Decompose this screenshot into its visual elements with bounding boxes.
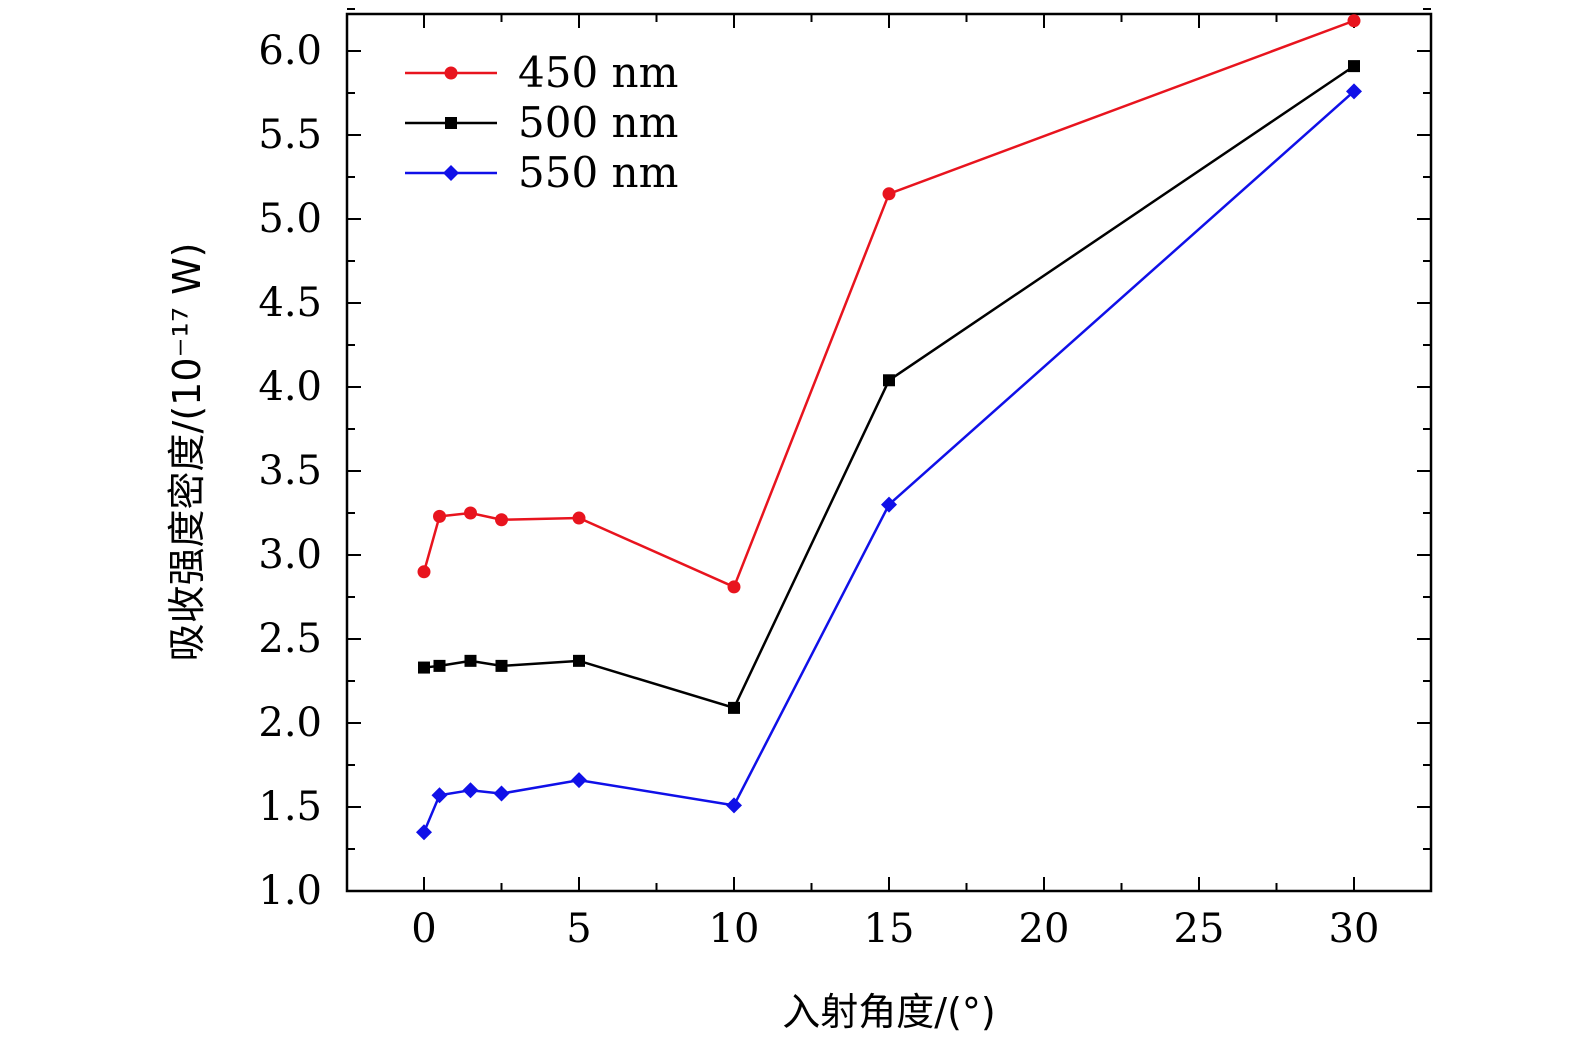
x-tick-label: 0: [411, 906, 436, 952]
y-tick-label: 3.0: [258, 532, 322, 578]
x-tick-label: 25: [1174, 906, 1225, 952]
data-point: [418, 661, 430, 674]
legend-label: 550 nm: [518, 148, 678, 197]
y-tick-label: 2.0: [258, 700, 322, 746]
x-tick-label: 10: [709, 906, 760, 952]
data-point: [1347, 14, 1361, 28]
data-point: [495, 513, 508, 527]
legend-marker: [445, 117, 457, 129]
data-point: [882, 187, 896, 201]
y-tick-label: 6.0: [258, 28, 322, 74]
x-tick-label: 20: [1019, 906, 1070, 952]
tick-marks: [347, 8, 1431, 892]
legend-marker: [444, 66, 458, 80]
y-tick-label: 3.5: [258, 448, 322, 494]
series-450-nm: [417, 14, 1361, 594]
tick-labels: 0 5 10 15 20 25 30 1.0 1.5 2.0 2.5 3.0 3.5 4.0 4.5 5.0 5…: [258, 28, 1379, 952]
data-point: [573, 654, 585, 667]
data-point: [728, 701, 740, 714]
data-point: [883, 374, 895, 387]
x-tick-label: 5: [566, 906, 591, 952]
data-point: [417, 565, 431, 579]
y-tick-label: 4.5: [258, 280, 322, 326]
data-point: [571, 772, 587, 789]
y-tick-label: 5.5: [258, 112, 322, 158]
series-550-nm: [416, 83, 1362, 841]
y-tick-label: 5.0: [258, 196, 322, 242]
data-point: [464, 654, 477, 667]
y-tick-label: 2.5: [258, 616, 322, 662]
data-point: [881, 496, 897, 513]
legend-entry: 550 nm: [405, 148, 678, 197]
legend-entry: 450 nm: [405, 48, 678, 97]
legend-entry: 500 nm: [405, 98, 678, 147]
data-point: [1348, 60, 1360, 73]
data-point: [727, 580, 741, 594]
data-point: [416, 824, 432, 841]
data-point: [495, 659, 508, 672]
data-point: [726, 797, 742, 814]
data-point: [433, 659, 446, 672]
y-axis-title: 吸收强度密度/(10⁻¹⁷ W): [165, 243, 209, 662]
y-tick-label: 1.0: [258, 868, 322, 914]
series-line: [422, 90, 1355, 833]
data-point: [464, 506, 477, 520]
legend-marker: [443, 165, 459, 181]
data-point: [1346, 83, 1362, 100]
data-point: [431, 787, 448, 804]
data-point: [493, 785, 510, 802]
x-axis-title: 入射角度/(°): [782, 990, 995, 1034]
x-tick-label: 30: [1329, 906, 1380, 952]
data-point: [572, 511, 586, 525]
legend-label: 500 nm: [518, 98, 678, 147]
y-tick-label: 4.0: [258, 364, 322, 410]
series-500-nm: [418, 60, 1360, 714]
data-point: [462, 782, 479, 799]
y-tick-label: 1.5: [258, 784, 322, 830]
series-layer: [416, 14, 1362, 841]
data-point: [433, 509, 446, 523]
x-tick-label: 15: [864, 906, 915, 952]
legend-label: 450 nm: [518, 48, 678, 97]
plot-frame: [345, 12, 1433, 893]
